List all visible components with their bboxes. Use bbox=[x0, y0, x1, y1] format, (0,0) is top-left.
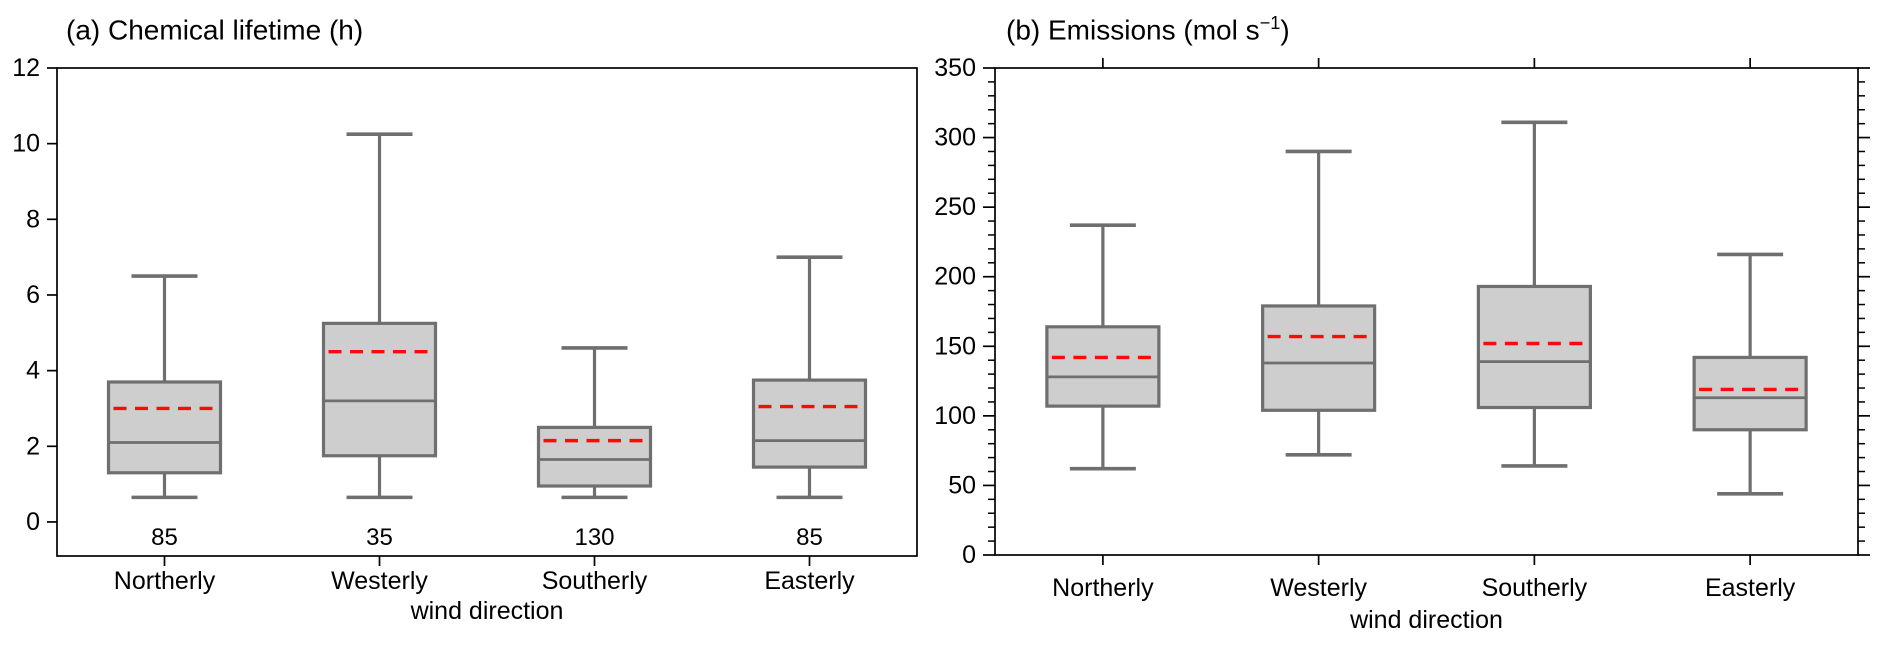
panel-a-count-label-easterly: 85 bbox=[796, 524, 823, 551]
panel-b-box-northerly bbox=[1045, 325, 1161, 408]
panel-a-x-tick-label: Northerly bbox=[114, 567, 216, 595]
panel-a-x-tick-label: Easterly bbox=[764, 567, 855, 595]
panel-a-box-northerly bbox=[106, 380, 223, 475]
panel-b-y-tick-label: 100 bbox=[934, 402, 976, 430]
panel-b-box-easterly bbox=[1692, 355, 1808, 432]
panel-b-x-tick-label: Easterly bbox=[1705, 574, 1796, 602]
panel-b-title-suffix: ) bbox=[1280, 14, 1290, 46]
panel-b-title-text: (b) Emissions (mol s bbox=[1006, 14, 1260, 46]
panel-a-count-label-southerly: 130 bbox=[574, 524, 614, 551]
panel-b-title-sup: −1 bbox=[1259, 13, 1281, 33]
panel-a-count-label-westerly: 35 bbox=[366, 524, 393, 551]
panel-a-y-tick-label: 6 bbox=[26, 281, 40, 309]
panel-b-x-tick-label: Southerly bbox=[1482, 574, 1588, 602]
panel-b-y-tick-label: 300 bbox=[934, 124, 976, 152]
panel-b-y-tick-label: 350 bbox=[934, 54, 976, 82]
panel-a-y-tick-label: 4 bbox=[26, 357, 40, 385]
panel-a-x-tick-label: Southerly bbox=[542, 567, 648, 595]
panel-a-box-southerly bbox=[536, 425, 653, 488]
panel-b-y-tick-label: 250 bbox=[934, 193, 976, 221]
panel-b-x-axis-title: wind direction bbox=[1349, 606, 1503, 634]
panel-a-box-easterly bbox=[751, 378, 868, 469]
panel-b-title: (b) Emissions (mol s−1) bbox=[1006, 13, 1290, 46]
panel-b-y-tick-label: 50 bbox=[948, 471, 976, 499]
panel-a-title-text: (a) Chemical lifetime (h) bbox=[66, 14, 364, 46]
panel-a-title: (a) Chemical lifetime (h) bbox=[66, 13, 363, 46]
panel-b-x-tick-label: Northerly bbox=[1052, 574, 1154, 602]
panel-a-y-tick-label: 12 bbox=[12, 54, 40, 82]
panel-a-y-tick-label: 8 bbox=[26, 205, 40, 233]
panel-a-frame bbox=[56, 67, 918, 557]
panel-a-x-axis-title: wind direction bbox=[410, 597, 564, 625]
panel-b-frame bbox=[994, 67, 1859, 556]
panel-b-x-tick-label: Westerly bbox=[1270, 574, 1367, 602]
panel-b-y-tick-label: 0 bbox=[962, 541, 976, 569]
panel-b-box-westerly bbox=[1261, 304, 1377, 412]
panel-a-y-tick-label: 10 bbox=[12, 130, 40, 158]
panel-a-count-label-northerly: 85 bbox=[151, 524, 178, 551]
panel-b-y-tick-label: 150 bbox=[934, 332, 976, 360]
panel-b-y-tick-label: 200 bbox=[934, 263, 976, 291]
panel-a-y-tick-label: 2 bbox=[26, 432, 40, 460]
panel-a-x-tick-label: Westerly bbox=[331, 567, 428, 595]
panel-b-box-southerly bbox=[1476, 284, 1592, 410]
panel-a-y-tick-label: 0 bbox=[26, 508, 40, 536]
panel-a-box-westerly bbox=[321, 321, 438, 458]
